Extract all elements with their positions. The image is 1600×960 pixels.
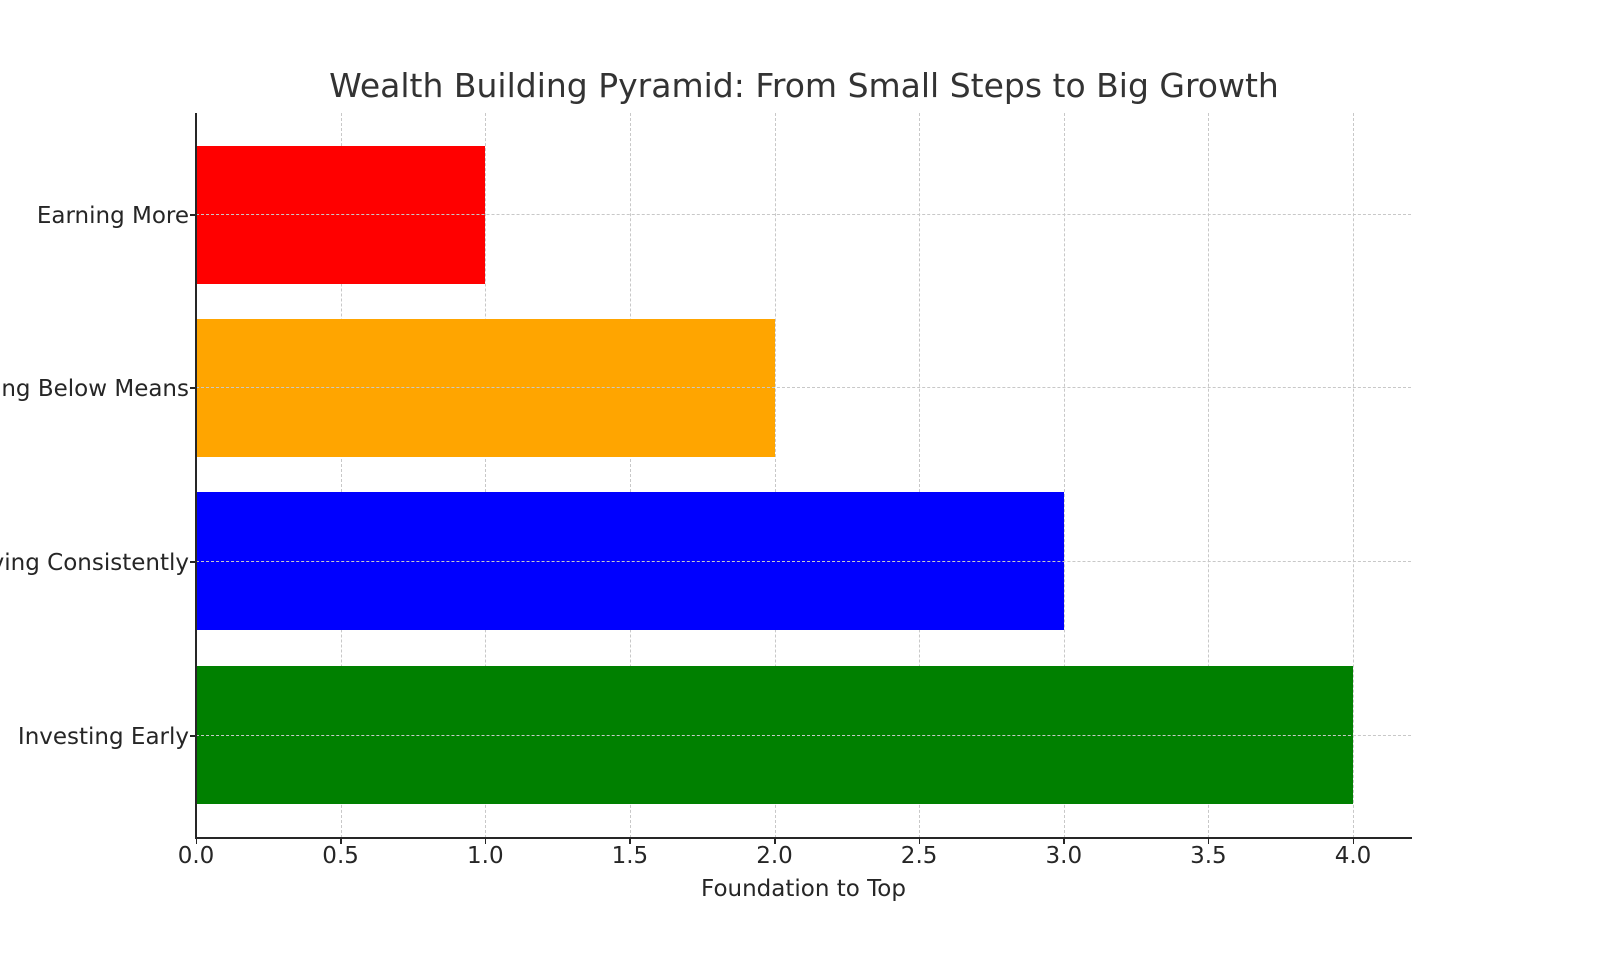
xtick-label: 1.5 bbox=[611, 843, 649, 869]
gridline-x-2.5 bbox=[919, 113, 921, 838]
bar-living-below-means bbox=[196, 319, 775, 457]
bar-earning-more bbox=[196, 146, 486, 284]
ytick-mark bbox=[190, 214, 196, 216]
xtick-label: 4.0 bbox=[1334, 843, 1372, 869]
gridline-y-earning-more bbox=[196, 214, 1411, 215]
xtick-mark bbox=[1063, 838, 1065, 844]
xtick-label: 0.5 bbox=[322, 843, 359, 869]
ytick-label-investing-early: Investing Early bbox=[17, 724, 189, 750]
gridline-x-4.0 bbox=[1353, 113, 1354, 838]
xtick-mark bbox=[629, 838, 631, 844]
xtick-label: 2.0 bbox=[756, 843, 793, 869]
xtick-label: 1.0 bbox=[467, 843, 504, 869]
x-axis-spine bbox=[195, 837, 1412, 839]
xtick-mark bbox=[340, 838, 342, 844]
ytick-mark bbox=[190, 735, 196, 737]
gridline-x-1.5 bbox=[629, 113, 631, 838]
xtick-mark bbox=[1352, 838, 1354, 844]
plot-area bbox=[196, 113, 1411, 838]
xtick-label: 2.5 bbox=[900, 843, 938, 869]
gridline-x-3.5 bbox=[1208, 113, 1210, 838]
xtick-mark bbox=[918, 838, 921, 844]
ytick-mark bbox=[190, 561, 196, 563]
x-axis-title: Foundation to Top bbox=[701, 876, 906, 902]
gridline-x-3.0 bbox=[1063, 113, 1065, 838]
ytick-label-living-below-means: Living Below Means bbox=[0, 376, 189, 402]
ytick-label-saving-consistently: Saving Consistently bbox=[0, 550, 189, 576]
xtick-label: 0.0 bbox=[177, 843, 215, 869]
gridline-y-investing-early bbox=[196, 735, 1411, 736]
y-axis-spine bbox=[195, 113, 197, 839]
xtick-mark bbox=[774, 838, 776, 844]
xtick-label: 3.5 bbox=[1190, 843, 1227, 869]
xtick-mark bbox=[1207, 838, 1210, 844]
xtick-mark bbox=[195, 838, 197, 844]
gridline-x-0.5 bbox=[340, 113, 342, 838]
xtick-mark bbox=[484, 838, 487, 844]
gridline-y-living-below-means bbox=[196, 387, 1411, 388]
gridline-y-saving-consistently bbox=[196, 561, 1411, 562]
ytick-label-earning-more: Earning More bbox=[36, 203, 189, 229]
chart-title: Wealth Building Pyramid: From Small Step… bbox=[329, 66, 1279, 105]
xtick-label: 3.0 bbox=[1045, 843, 1083, 869]
gridline-x-1.0 bbox=[485, 113, 487, 838]
gridline-x-2.0 bbox=[774, 113, 776, 838]
ytick-mark bbox=[190, 387, 196, 389]
